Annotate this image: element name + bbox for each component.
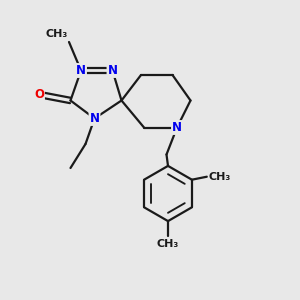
Text: N: N (89, 112, 100, 125)
Text: CH₃: CH₃ (208, 172, 231, 182)
Text: N: N (76, 64, 86, 77)
Text: O: O (34, 88, 44, 101)
Text: N: N (172, 121, 182, 134)
Text: N: N (107, 64, 118, 77)
Text: CH₃: CH₃ (157, 239, 179, 249)
Text: CH₃: CH₃ (45, 29, 68, 39)
